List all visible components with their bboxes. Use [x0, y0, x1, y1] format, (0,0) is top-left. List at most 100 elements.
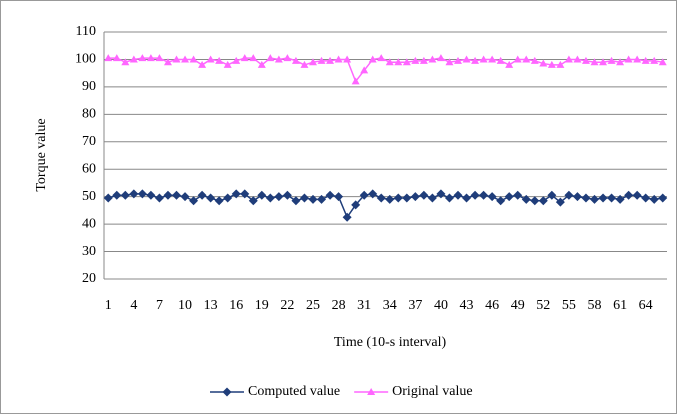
x-axis-title: Time (10-s interval) [334, 335, 447, 350]
x-tick-label: 25 [306, 298, 320, 313]
marker [360, 66, 369, 74]
x-tick-label: 1 [105, 298, 112, 313]
marker [265, 193, 275, 203]
marker [342, 212, 352, 222]
legend-label: Original value [392, 384, 472, 399]
marker [146, 54, 155, 62]
marker [539, 59, 548, 67]
marker [572, 192, 582, 202]
marker [129, 189, 139, 199]
x-tick-label: 4 [130, 298, 137, 313]
marker [223, 193, 233, 203]
marker [232, 56, 241, 64]
marker [274, 192, 284, 202]
x-tick-label: 40 [434, 298, 448, 313]
marker [189, 55, 198, 63]
marker [385, 194, 395, 204]
marker [607, 56, 616, 64]
marker [121, 58, 130, 66]
marker [471, 56, 480, 64]
x-tick-label: 34 [383, 298, 397, 313]
marker [650, 56, 659, 64]
marker [581, 193, 591, 203]
marker [394, 58, 403, 66]
marker [428, 55, 437, 63]
marker [547, 190, 557, 200]
marker [641, 193, 651, 203]
marker [138, 54, 147, 62]
marker [257, 190, 267, 200]
marker [513, 55, 522, 63]
marker [598, 193, 608, 203]
marker [368, 55, 377, 63]
marker [649, 194, 659, 204]
marker [248, 196, 258, 206]
marker [223, 60, 232, 68]
marker [581, 56, 590, 64]
marker [351, 77, 360, 85]
marker [368, 189, 378, 199]
marker [112, 190, 122, 200]
marker [555, 197, 565, 207]
marker [129, 55, 138, 63]
x-tick-label: 37 [408, 298, 422, 313]
marker [206, 193, 216, 203]
marker [633, 55, 642, 63]
marker [454, 56, 463, 64]
marker [334, 55, 343, 63]
marker [222, 387, 232, 397]
marker [163, 190, 173, 200]
marker [632, 190, 642, 200]
x-tick-label: 13 [204, 298, 218, 313]
marker [308, 58, 317, 66]
x-tick-label: 58 [587, 298, 601, 313]
marker [496, 56, 505, 64]
marker [479, 55, 488, 63]
marker [120, 190, 130, 200]
y-tick-label: 20 [82, 271, 96, 286]
marker [411, 56, 420, 64]
marker [266, 54, 275, 62]
marker [377, 54, 386, 62]
marker [231, 189, 241, 199]
y-tick-label: 90 [82, 79, 96, 94]
y-tick-label: 60 [82, 161, 96, 176]
x-tick-label: 10 [178, 298, 192, 313]
marker [385, 58, 394, 66]
marker [180, 192, 190, 202]
marker [172, 55, 181, 63]
marker [427, 193, 437, 203]
x-tick-label: 16 [229, 298, 243, 313]
marker [317, 194, 327, 204]
marker [556, 60, 565, 68]
marker [146, 190, 156, 200]
marker [496, 196, 506, 206]
marker [530, 56, 539, 64]
marker [488, 55, 497, 63]
marker [615, 194, 625, 204]
x-tick-label: 7 [156, 298, 163, 313]
marker [616, 58, 625, 66]
marker [317, 56, 326, 64]
marker [137, 189, 147, 199]
marker [547, 60, 556, 68]
marker [505, 60, 514, 68]
marker [504, 192, 514, 202]
marker [214, 196, 224, 206]
marker [402, 193, 412, 203]
marker [154, 193, 164, 203]
marker [641, 56, 650, 64]
marker [462, 193, 472, 203]
marker [445, 58, 454, 66]
y-tick-label: 100 [75, 52, 96, 67]
marker [283, 54, 292, 62]
marker [103, 193, 113, 203]
marker [436, 54, 445, 62]
marker [240, 54, 249, 62]
marker [181, 55, 190, 63]
marker [172, 190, 182, 200]
x-tick-label: 31 [357, 298, 371, 313]
marker [436, 189, 446, 199]
x-tick-label: 55 [562, 298, 576, 313]
